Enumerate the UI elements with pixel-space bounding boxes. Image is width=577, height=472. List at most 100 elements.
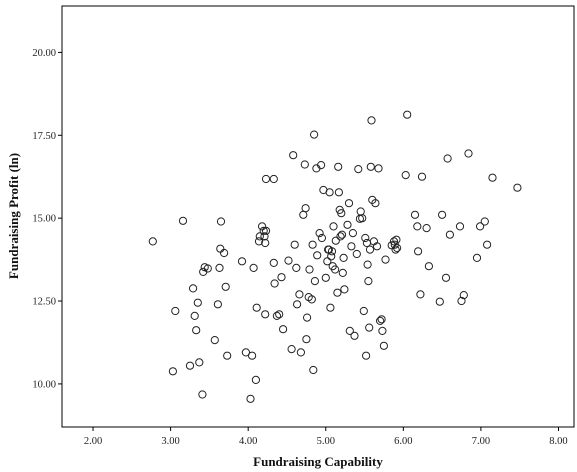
data-point: [259, 226, 268, 235]
data-point: [513, 183, 522, 192]
data-point: [275, 310, 284, 319]
y-axis-title: Fundraising Profit (ln): [6, 153, 21, 279]
data-point: [457, 296, 466, 306]
data-point: [296, 348, 305, 357]
data-point: [376, 316, 385, 325]
data-point: [251, 375, 260, 384]
x-tick-label: 7.00: [472, 436, 490, 447]
data-point: [290, 240, 299, 249]
data-point: [333, 288, 342, 297]
x-tick-label: 8.00: [549, 436, 567, 447]
data-point: [379, 341, 388, 350]
data-point: [337, 209, 346, 218]
data-point: [339, 253, 348, 262]
x-axis: 2.00 3.00 4.00 5.00 6.00 7.00 8.00: [84, 427, 568, 447]
data-point: [331, 236, 340, 245]
data-point: [213, 300, 222, 309]
data-point: [284, 256, 293, 265]
data-point: [308, 240, 317, 249]
data-point: [344, 199, 354, 208]
y-tick-label: 17.50: [32, 131, 56, 142]
data-point: [334, 188, 343, 197]
data-point: [178, 216, 188, 225]
data-point: [435, 297, 444, 306]
data-point: [363, 260, 372, 269]
data-point: [260, 232, 269, 241]
data-point: [215, 263, 224, 272]
data-point: [417, 172, 427, 181]
data-point: [223, 351, 232, 360]
data-point: [365, 245, 375, 254]
data-point: [300, 160, 309, 169]
data-point: [317, 233, 326, 243]
data-point: [302, 335, 311, 344]
y-tick-label: 15.00: [32, 214, 56, 225]
x-tick-label: 6.00: [394, 436, 412, 447]
data-point: [338, 268, 347, 277]
data-point: [391, 245, 400, 254]
data-point: [210, 336, 219, 345]
data-point: [249, 263, 258, 272]
data-point: [310, 277, 319, 286]
data-point: [171, 306, 180, 316]
data-point: [168, 367, 177, 376]
data-point: [476, 222, 485, 231]
data-point: [445, 230, 454, 239]
data-point: [334, 162, 343, 171]
data-point: [317, 161, 326, 170]
data-point: [295, 290, 304, 299]
data-point: [480, 217, 489, 226]
data-point: [321, 273, 330, 282]
data-point: [292, 263, 301, 272]
data-point: [414, 247, 423, 256]
data-point: [352, 249, 361, 259]
data-point: [348, 229, 357, 238]
data-point: [221, 282, 230, 291]
data-point: [301, 204, 310, 213]
data-point: [325, 188, 334, 197]
data-point: [443, 154, 452, 163]
y-tick-label: 12.50: [32, 297, 56, 308]
data-point: [277, 273, 286, 282]
data-point: [327, 247, 337, 256]
data-point: [378, 326, 387, 335]
data-point: [393, 243, 402, 253]
data-point: [323, 257, 332, 266]
data-point: [441, 273, 451, 282]
data-point: [241, 348, 250, 357]
data-point: [192, 326, 201, 335]
data-point: [185, 361, 195, 370]
data-point: [488, 173, 497, 182]
data-point: [220, 248, 229, 258]
data-point: [413, 222, 422, 231]
y-tick-label: 20.00: [32, 48, 56, 59]
data-point: [190, 311, 199, 320]
data-point: [248, 351, 257, 360]
data-point: [401, 171, 410, 180]
data-point: [359, 306, 368, 316]
data-point: [269, 174, 278, 184]
data-point: [216, 217, 226, 226]
x-tick-label: 4.00: [239, 436, 257, 447]
data-point: [358, 214, 367, 223]
x-tick-label: 3.00: [161, 436, 179, 447]
data-point: [261, 238, 270, 248]
data-point: [372, 242, 382, 251]
y-axis: 10.00 12.50 15.00 17.50 20.00: [32, 48, 62, 390]
data-point: [364, 277, 373, 286]
data-point: [459, 291, 468, 300]
data-points: [148, 110, 522, 403]
data-point: [254, 237, 264, 246]
data-point: [350, 331, 359, 340]
x-tick-label: 5.00: [317, 436, 335, 447]
data-point: [287, 345, 296, 354]
data-point: [326, 303, 335, 312]
data-point: [464, 149, 473, 158]
data-point: [198, 390, 207, 399]
data-point: [261, 310, 270, 319]
data-point: [270, 279, 279, 288]
data-point: [455, 222, 465, 231]
data-point: [472, 253, 482, 262]
data-point: [279, 325, 288, 334]
